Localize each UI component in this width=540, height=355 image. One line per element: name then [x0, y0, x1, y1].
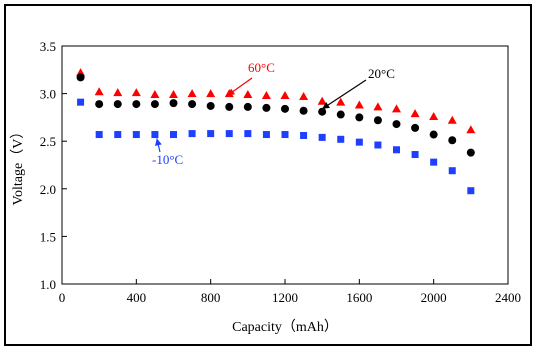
- point-20c: [188, 100, 197, 109]
- x-tick-label: 0: [59, 290, 66, 305]
- point-20c: [281, 104, 289, 113]
- point-10c: [393, 146, 400, 154]
- x-tick-label: 2400: [495, 290, 521, 305]
- point-10c: [262, 131, 270, 139]
- point-20c: [318, 107, 327, 116]
- point-20c: [169, 99, 178, 108]
- point-10c: [281, 131, 289, 139]
- point-60c: [113, 88, 123, 97]
- point-60c: [317, 96, 327, 105]
- point-60c: [131, 88, 141, 97]
- x-tick-label: 1600: [346, 290, 372, 305]
- point-10c: [132, 131, 140, 139]
- annotation-label-60c: 60°C: [248, 60, 275, 75]
- annotation-arrow-20c: [321, 79, 367, 110]
- y-tick-label: 2.5: [40, 134, 56, 149]
- plot-area: [61, 45, 509, 285]
- point-20c: [95, 100, 104, 109]
- point-60c: [373, 102, 383, 111]
- point-20c: [429, 130, 438, 139]
- point-60c: [169, 90, 178, 99]
- point-60c: [447, 115, 457, 124]
- point-60c: [354, 100, 364, 109]
- point-20c: [262, 103, 271, 112]
- point-20c: [336, 110, 345, 119]
- point-20c: [150, 100, 159, 109]
- x-tick-label: 400: [127, 290, 147, 305]
- annotation-label-10c: -10°C: [152, 152, 183, 167]
- point-60c: [94, 87, 104, 96]
- annotation-arrowhead-10c: [154, 138, 162, 146]
- point-60c: [336, 97, 346, 106]
- point-10c: [114, 131, 122, 139]
- y-tick-label: 1.0: [40, 277, 56, 292]
- point-10c: [300, 131, 308, 139]
- point-10c: [467, 187, 475, 195]
- point-10c: [225, 130, 233, 138]
- point-20c: [448, 136, 457, 145]
- annotation-arrowhead-20c: [322, 102, 330, 109]
- point-60c: [206, 89, 216, 98]
- annotation-arrowhead-60c: [227, 88, 236, 96]
- point-10c: [151, 131, 159, 139]
- point-10c: [95, 131, 103, 139]
- point-10c: [448, 167, 456, 175]
- point-20c: [355, 113, 364, 122]
- point-20c: [225, 102, 234, 111]
- point-60c: [410, 109, 420, 118]
- point-20c: [132, 100, 141, 109]
- y-tick-label: 2.0: [40, 182, 56, 197]
- point-10c: [244, 130, 252, 138]
- point-20c: [206, 101, 215, 110]
- y-tick-label: 3.5: [40, 39, 56, 54]
- point-20c: [466, 148, 475, 157]
- point-10c: [355, 138, 363, 146]
- point-10c: [77, 98, 85, 106]
- point-10c: [374, 141, 382, 149]
- point-10c: [430, 158, 438, 166]
- point-20c: [76, 73, 85, 82]
- point-10c: [411, 151, 419, 159]
- y-axis-label: Voltage（V）: [10, 125, 26, 206]
- x-tick-label: 1200: [272, 290, 298, 305]
- point-60c: [280, 91, 290, 100]
- point-60c: [243, 90, 253, 99]
- annotation-label-20c: 20°C: [368, 66, 395, 81]
- x-axis-label: Capacity（mAh）: [232, 319, 338, 335]
- point-60c: [429, 111, 439, 120]
- point-60c: [466, 125, 476, 134]
- point-20c: [243, 102, 252, 111]
- point-60c: [261, 91, 271, 100]
- point-20c: [373, 116, 382, 125]
- point-10c: [207, 130, 215, 138]
- point-10c: [188, 130, 196, 138]
- y-tick-label: 1.5: [40, 229, 56, 244]
- point-10c: [318, 133, 326, 141]
- y-tick-label: 3.0: [40, 87, 56, 102]
- point-60c: [392, 104, 401, 113]
- point-20c: [299, 106, 308, 115]
- point-10c: [170, 131, 177, 139]
- x-tick-label: 2000: [421, 290, 447, 305]
- x-tick-label: 800: [201, 290, 221, 305]
- chart-border: [4, 4, 532, 346]
- point-20c: [392, 120, 401, 129]
- point-60c: [299, 91, 309, 100]
- point-20c: [411, 123, 420, 132]
- point-10c: [337, 135, 345, 143]
- point-60c: [187, 89, 197, 98]
- point-60c: [150, 90, 160, 99]
- point-20c: [113, 100, 122, 109]
